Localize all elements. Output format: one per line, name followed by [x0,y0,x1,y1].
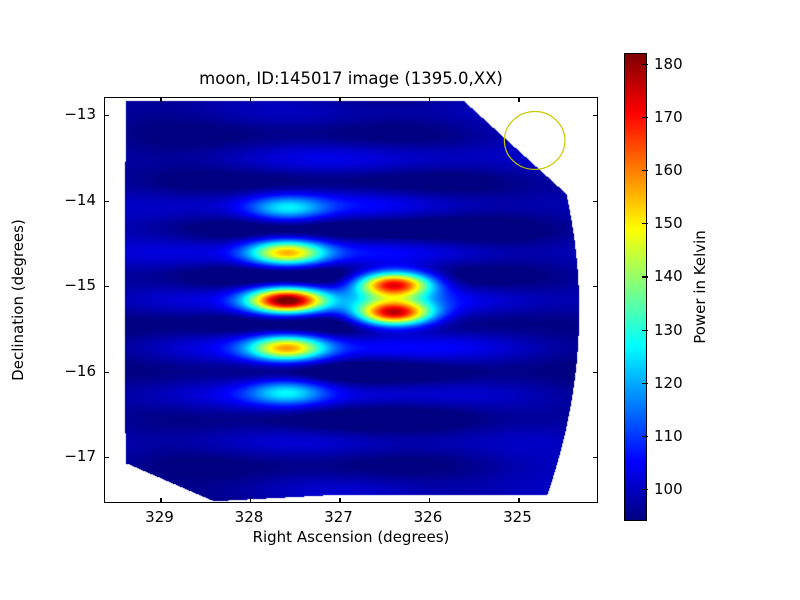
y-tick-mark [593,286,598,288]
colorbar-tick-mark [642,382,648,384]
colorbar-tick-label: 110 [654,426,683,445]
y-tick-mark [104,115,109,117]
x-tick-mark [518,97,520,102]
y-tick-mark [593,115,598,117]
y-tick-mark [104,456,109,459]
y-tick-label: −15 [64,276,96,295]
x-tick-mark [339,97,341,102]
y-tick-label: −13 [64,105,96,124]
x-tick-mark [428,498,431,503]
colorbar-tick-label: 140 [654,267,683,286]
x-tick-label: 326 [413,508,443,526]
colorbar-tick-label: 120 [654,373,683,392]
colorbar-container[interactable] [624,53,648,521]
x-tick-label: 328 [234,508,264,526]
x-tick-label: 327 [324,508,353,526]
colorbar-tick-mark [642,276,648,278]
colorbar-tick-mark [642,170,648,172]
x-tick-mark [249,498,252,503]
y-tick-label: −17 [64,446,96,465]
y-tick-mark [104,371,109,373]
y-tick-mark [593,200,598,202]
colorbar-gradient [624,53,647,521]
x-tick-mark [160,498,162,503]
x-tick-mark [249,97,252,102]
colorbar-tick-label: 100 [654,480,683,499]
y-tick-label: −16 [64,361,96,380]
y-tick-mark [593,456,598,459]
plot-title: moon, ID:145017 image (1395.0,XX) [199,69,503,88]
colorbar-tick-label: 160 [654,161,683,179]
y-tick-mark [104,200,109,202]
x-tick-label: 325 [503,508,532,526]
colorbar-tick-label: 150 [654,214,683,233]
y-tick-mark [104,286,109,288]
sky-image-axes[interactable] [104,97,598,503]
colorbar-tick-mark [642,329,648,331]
colorbar-tick-label: 130 [654,320,683,339]
x-tick-label: 329 [145,508,174,526]
colorbar-tick-mark [642,63,648,65]
colorbar-tick-mark [642,116,648,118]
sky-image-heatmap [105,98,597,502]
colorbar-label: Power in Kelvin [691,230,709,344]
x-axis-label: Right Ascension (degrees) [252,528,450,546]
plot-clip [105,98,597,502]
y-tick-label: −14 [64,190,96,209]
colorbar-tick-mark [642,435,648,438]
colorbar-tick-mark [642,223,648,225]
x-tick-mark [428,97,431,102]
x-tick-mark [339,498,341,503]
y-tick-mark [593,371,598,373]
colorbar-tick-mark [642,489,648,491]
x-tick-mark [160,97,162,102]
x-tick-mark [518,498,520,503]
y-axis-label: Declination (degrees) [9,219,27,381]
colorbar-tick-label: 180 [654,54,683,73]
colorbar-tick-label: 170 [654,107,683,126]
